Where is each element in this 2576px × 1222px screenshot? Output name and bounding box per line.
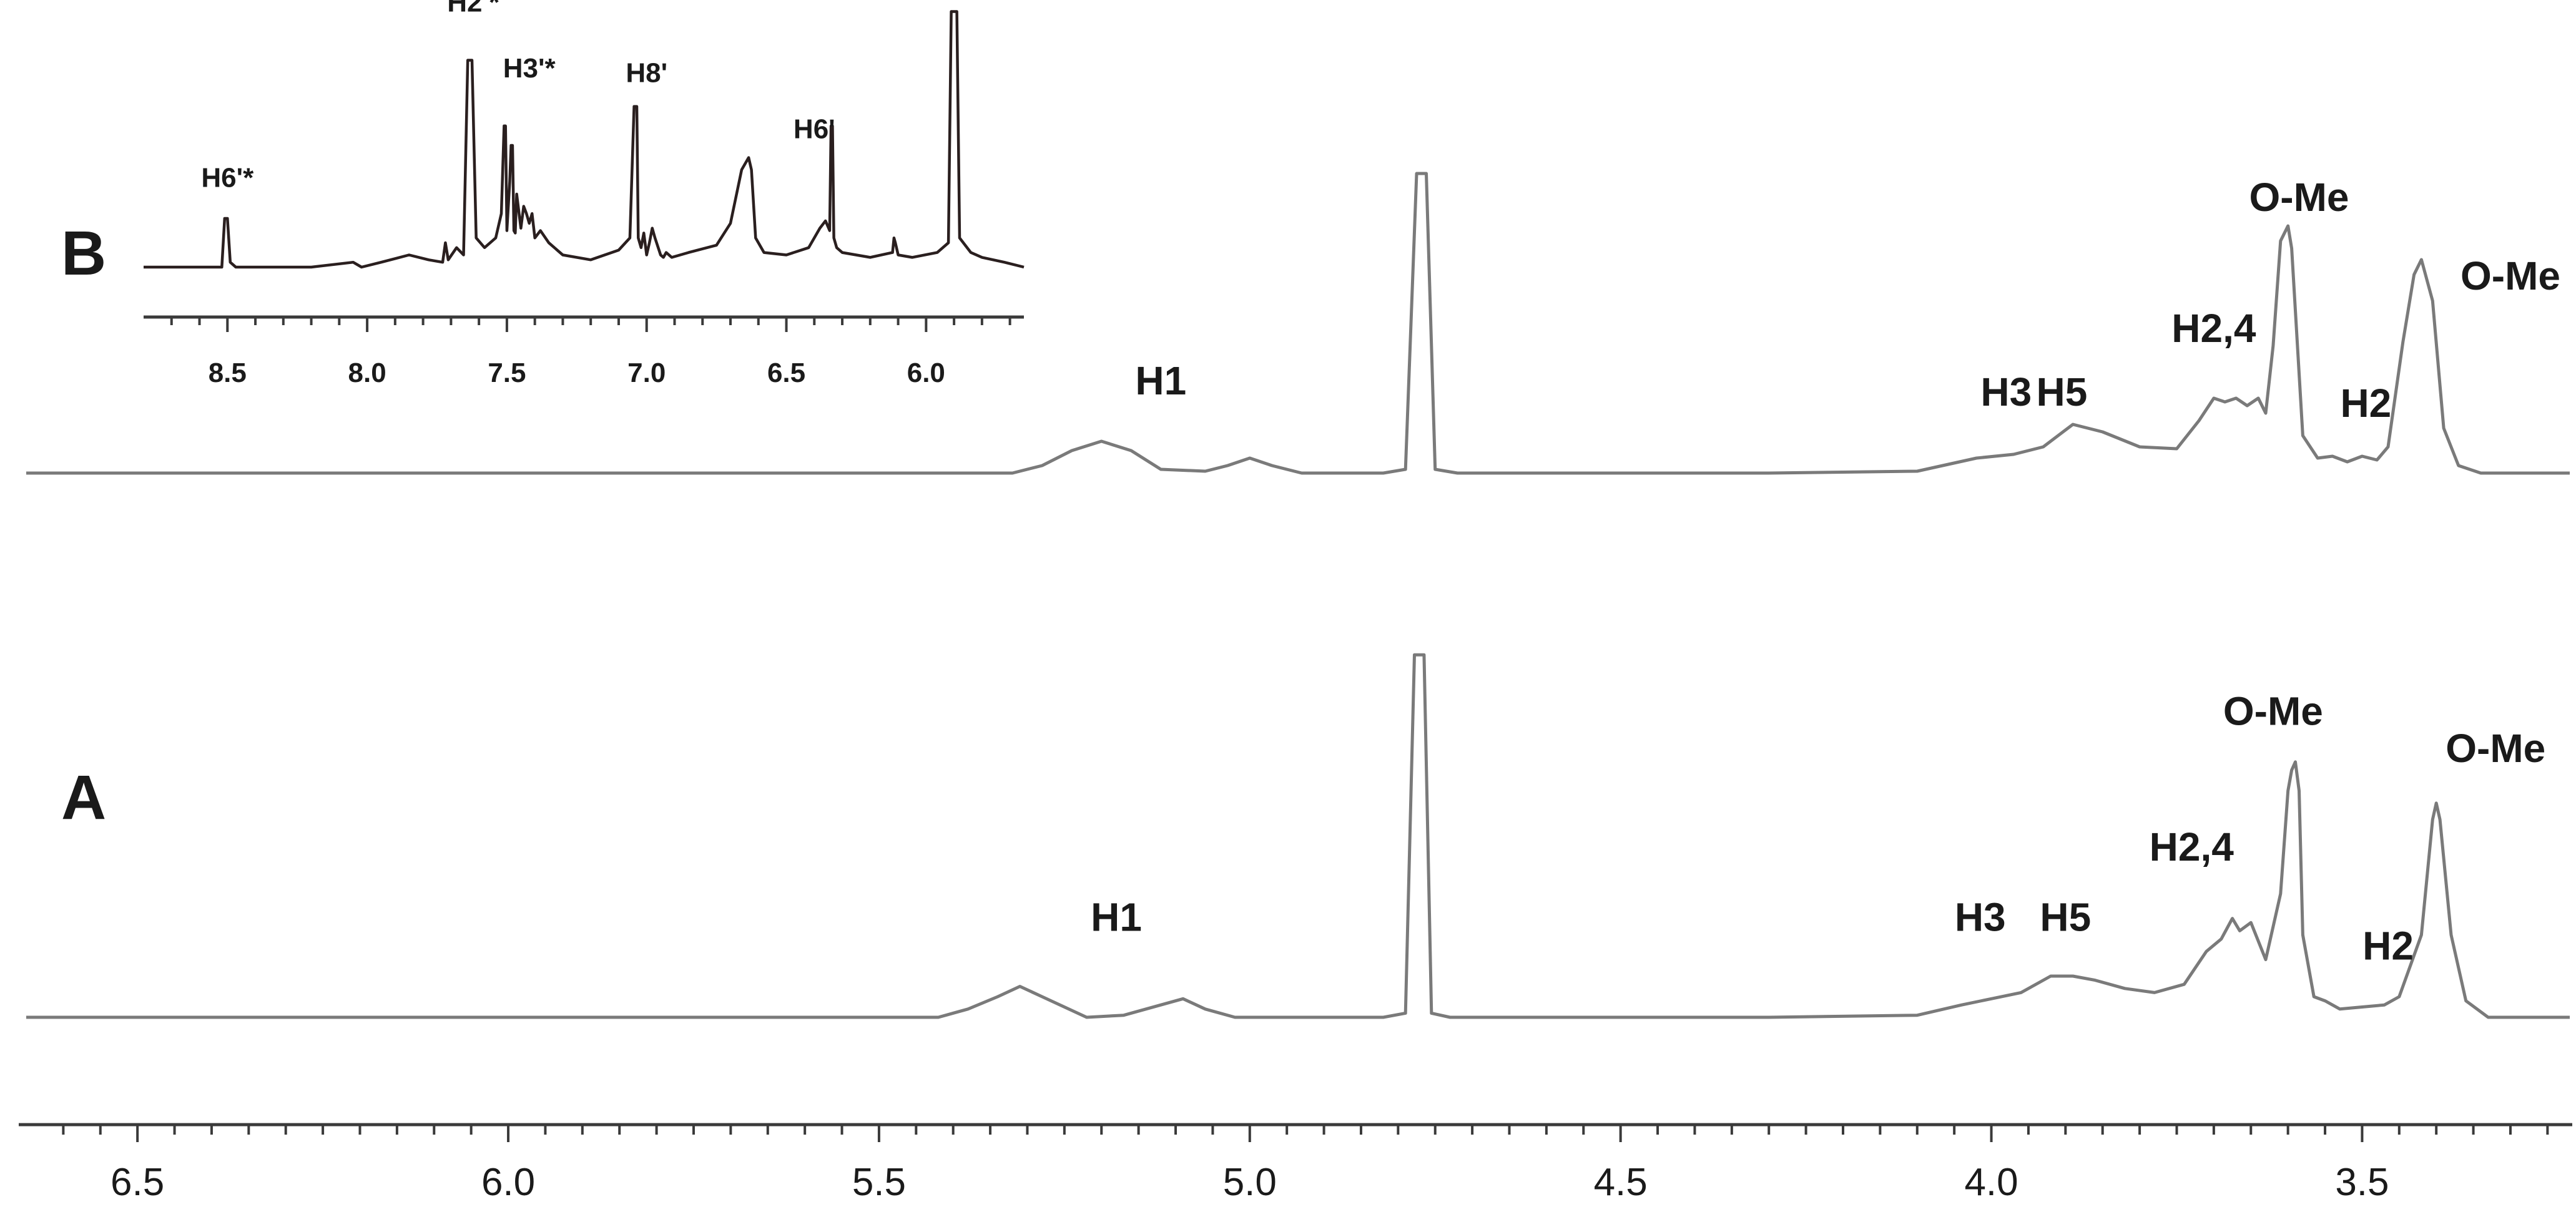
chemical-shift-axis-ticks: [62, 1125, 2549, 1142]
spectrum-trace-A: [26, 653, 2570, 1019]
peak-label: H2: [2362, 924, 2414, 969]
peak-labels-spectrum-A: H1 H3 H5 H2,4 O-Me H2 O-Me: [1091, 688, 2545, 968]
peak-labels-spectrum-B: H1 H3 H5 H2,4 O-Me H2 O-Me: [1135, 175, 2560, 426]
main-spectra-plot: 6.5 6.0 5.5 5.0 4.5 4.0 3.5 H1 H3 H5H2,4O-MeH2O-…: [19, 172, 2572, 1204]
series-label-A: A: [61, 763, 106, 833]
peak-label: H2: [2340, 381, 2391, 426]
peak-label: H3'*: [503, 53, 556, 84]
peak-label: H1: [1091, 894, 1142, 939]
peak-label: H5: [2040, 894, 2091, 939]
inset-tick-label: 8.5: [209, 358, 247, 388]
inset-tick-label: 6.0: [907, 358, 945, 388]
peak-label: H2,4: [2171, 306, 2256, 351]
inset-axis-labels: 8.5 8.0 7.5 7.0 6.5 6.0: [209, 358, 945, 388]
peak-label: O-Me: [2446, 726, 2545, 771]
inset-tick-label: 7.5: [488, 358, 526, 388]
peak-label: H5: [2036, 369, 2087, 414]
tick-label: 6.0: [481, 1161, 535, 1204]
peak-label: H2'*: [447, 0, 500, 18]
tick-label: 6.5: [111, 1161, 164, 1204]
inset-axis-ticks: [170, 317, 1011, 332]
spectrum-trace-B: [26, 172, 2570, 475]
inset-tick-label: 6.5: [767, 358, 805, 388]
peak-label: O-Me: [2223, 688, 2323, 733]
peak-label: H2,4: [2150, 824, 2234, 869]
tick-label: 3.5: [2335, 1161, 2389, 1204]
inset-spectrum-trace: [144, 10, 1025, 269]
peak-label: H3: [1980, 369, 2032, 414]
peak-label: H6'*: [201, 162, 254, 193]
peak-label: O-Me: [2460, 253, 2560, 298]
inset-tick-label: 8.0: [348, 358, 386, 388]
peak-labels-inset: H6'* H2'* H3'* H8ʹ H6ʹ: [201, 0, 835, 193]
peak-label: H3: [1955, 894, 2006, 939]
chemical-shift-axis-labels: 6.5 6.0 5.5 5.0 4.5 4.0 3.5: [111, 1161, 2389, 1204]
peak-label: H6ʹ: [794, 114, 835, 144]
peak-label: H8ʹ: [626, 58, 667, 89]
inset-tick-label: 7.0: [627, 358, 666, 388]
tick-label: 4.0: [1964, 1161, 2018, 1204]
inset-aromatic-spectrum: 8.5 8.0 7.5 7.0 6.5 6.0 H6'* H2'* H3'* H8ʹ H6ʹ: [144, 0, 1025, 388]
peak-label: O-Me: [2249, 175, 2349, 220]
tick-label: 5.5: [852, 1161, 906, 1204]
peak-label: H1: [1135, 358, 1186, 403]
tick-label: 4.5: [1594, 1161, 1648, 1204]
series-label-B: B: [61, 218, 106, 288]
tick-label: 5.0: [1223, 1161, 1277, 1204]
